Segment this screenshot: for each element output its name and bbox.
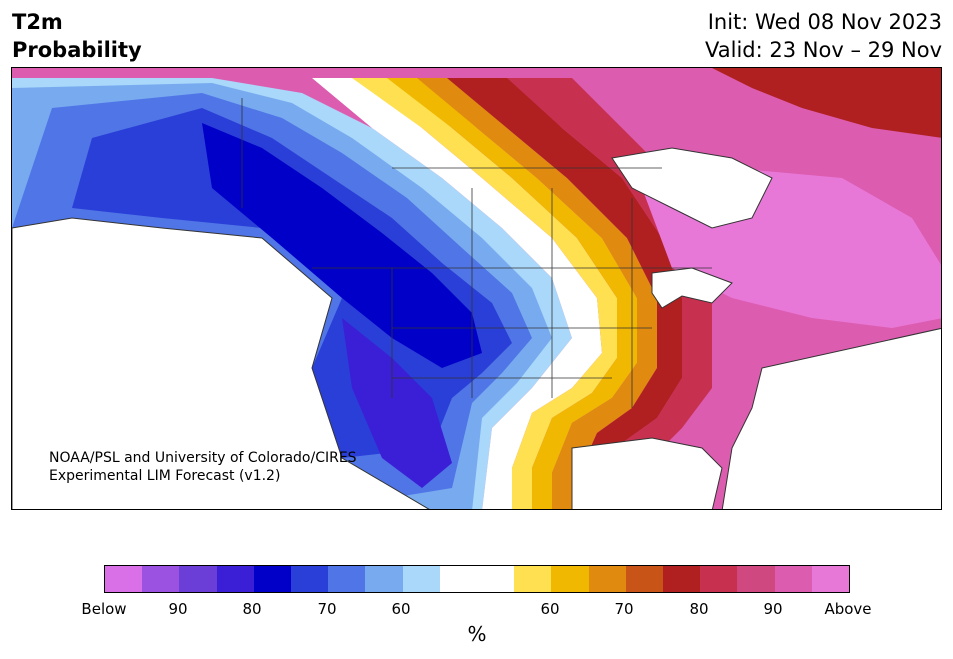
band-neutral — [312, 78, 602, 509]
colorbar-tick-label: 60 — [391, 600, 411, 618]
colorbar-segment-7 — [365, 566, 403, 592]
colorbar-tick-label: Below — [81, 600, 127, 618]
colorbar-segment-10 — [477, 566, 515, 592]
atlantic-ocean — [721, 327, 941, 509]
colorbar-segment-1 — [142, 566, 180, 592]
colorbar-tick-label: 70 — [614, 600, 634, 618]
map-canvas — [12, 68, 941, 509]
colorbar-segment-4 — [253, 566, 292, 592]
colorbar-segment-19 — [811, 566, 850, 592]
colorbar-segment-2 — [179, 566, 217, 592]
pacific-ocean — [12, 217, 430, 509]
colorbar — [104, 565, 850, 593]
colorbar-segment-8 — [402, 566, 440, 592]
colorbar-segment-3 — [216, 566, 254, 592]
region-west-core — [202, 123, 482, 368]
political-borders — [241, 98, 712, 408]
colorbar-tick-label: 90 — [763, 600, 783, 618]
credit-line-1: NOAA/PSL and University of Colorado/CIRE… — [49, 450, 357, 466]
colorbar-tick-label: 70 — [317, 600, 337, 618]
forecast-dates: Init: Wed 08 Nov 2023 Valid: 23 Nov – 29… — [705, 8, 942, 64]
colorbar-segment-12 — [551, 566, 589, 592]
colorbar-segment-9 — [439, 566, 478, 592]
probability-map — [11, 67, 942, 510]
band-yellow — [352, 78, 617, 509]
colorbar-unit: % — [467, 622, 487, 646]
title-line-1: T2m — [12, 10, 63, 34]
region-southwest-deep — [342, 318, 452, 488]
great-lakes — [651, 267, 733, 309]
valid-date: Valid: 23 Nov – 29 Nov — [705, 38, 942, 62]
map-title: T2m Probability — [12, 8, 142, 64]
colorbar-segment-0 — [105, 566, 143, 592]
gulf-of-mexico — [571, 437, 723, 509]
region-arctic-red — [712, 68, 941, 138]
title-line-2: Probability — [12, 38, 142, 62]
colorbar-segment-13 — [588, 566, 626, 592]
colorbar-segment-14 — [625, 566, 664, 592]
colorbar-segment-18 — [774, 566, 812, 592]
colorbar-tick-label: 80 — [689, 600, 709, 618]
colorbar-tick-label: 60 — [540, 600, 560, 618]
colorbar-segment-5 — [291, 566, 329, 592]
init-date: Init: Wed 08 Nov 2023 — [707, 10, 942, 34]
colorbar-segment-6 — [328, 566, 366, 592]
band-gold — [387, 78, 637, 509]
credit-text: NOAA/PSL and University of Colorado/CIRE… — [49, 449, 357, 485]
colorbar-segment-17 — [737, 566, 775, 592]
band-orange — [417, 78, 657, 509]
colorbar-tick-label: 90 — [168, 600, 188, 618]
colorbar-segment-11 — [514, 566, 552, 592]
colorbar-segment-15 — [663, 566, 701, 592]
colorbar-tick-label: Above — [824, 600, 872, 618]
credit-line-2: Experimental LIM Forecast (v1.2) — [49, 468, 281, 484]
band-red — [447, 78, 682, 509]
colorbar-segment-16 — [700, 566, 738, 592]
colorbar-tick-label: 80 — [242, 600, 262, 618]
